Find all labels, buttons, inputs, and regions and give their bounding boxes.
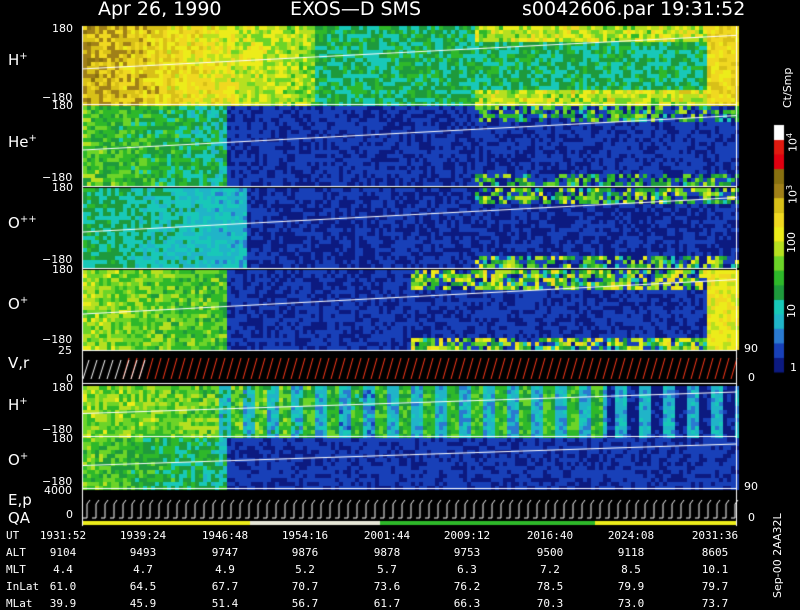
table-cell: 9493 <box>129 546 157 559</box>
table-cell: 9876 <box>291 546 319 559</box>
table-cell: 8605 <box>701 546 729 559</box>
colorbar-unit: Ct/Smp <box>781 67 794 108</box>
panel-label-vr: V,r <box>8 354 30 372</box>
table-cell: 79.9 <box>617 580 645 593</box>
tick-p1-top: 180 <box>52 22 73 35</box>
table-cell: 8.5 <box>621 563 641 576</box>
rtick-qa-0: 0 <box>748 511 755 524</box>
table-cell: 1954:16 <box>281 529 329 542</box>
table-cell: 61.0 <box>49 580 77 593</box>
table-cell: 4.7 <box>133 563 153 576</box>
tick-p7-bot: −180 <box>42 475 73 488</box>
table-cell: 1931:52 <box>39 529 87 542</box>
table-row-label: MLT <box>6 563 26 576</box>
table-cell: 5.7 <box>377 563 397 576</box>
table-cell: 9753 <box>453 546 481 559</box>
colorbar-label-100: 100 <box>785 232 798 253</box>
tick-p5-bot: 0 <box>66 372 73 385</box>
tick-p2-top: 180 <box>52 99 73 112</box>
panel-label-h-plus: H+ <box>8 51 28 69</box>
panel-label-h-plus-2: H+ <box>8 396 28 414</box>
colorbar-label-10: 10 <box>785 304 798 318</box>
table-cell: 79.7 <box>701 580 729 593</box>
tick-p3-bot: −180 <box>42 253 73 266</box>
tick-p6-bot: −180 <box>42 423 73 436</box>
header-date: Apr 26, 1990 <box>98 0 222 20</box>
table-cell: 5.2 <box>295 563 315 576</box>
table-cell: 9104 <box>49 546 77 559</box>
tick-p4-top: 180 <box>52 263 73 276</box>
header-time: 19:31:52 <box>660 0 746 20</box>
table-cell: 76.2 <box>453 580 481 593</box>
table-cell: 2024:08 <box>607 529 655 542</box>
table-cell: 2016:40 <box>526 529 574 542</box>
tick-p1-bot: −180 <box>42 91 73 104</box>
tick-p6-top: 180 <box>52 381 73 394</box>
table-cell: 6.3 <box>457 563 477 576</box>
tick-p7-top: 180 <box>52 432 73 445</box>
table-cell: 7.2 <box>540 563 560 576</box>
table-cell: 2009:12 <box>443 529 491 542</box>
panel-label-qa: QA <box>8 509 31 527</box>
table-row-label: UT <box>6 529 20 542</box>
panel-label-o-plusplus: O++ <box>8 214 37 232</box>
colorbar-label-1e4: 104 <box>785 132 800 152</box>
table-cell: 9747 <box>211 546 239 559</box>
tick-p3-top: 180 <box>52 181 73 194</box>
table-cell: 9878 <box>373 546 401 559</box>
tick-p2-bot: −180 <box>42 171 73 184</box>
rtick-vr-90: 90 <box>744 342 758 355</box>
panel-label-o-plus-2: O+ <box>8 451 29 469</box>
table-cell: 1946:48 <box>201 529 249 542</box>
header-file: s0042606.par <box>522 0 655 20</box>
table-cell: 78.5 <box>536 580 564 593</box>
table-cell: 70.7 <box>291 580 319 593</box>
table-cell: 9500 <box>536 546 564 559</box>
table-row-label: ALT <box>6 546 26 559</box>
tick-p8-bot: 0 <box>66 508 73 521</box>
table-cell: 73.6 <box>373 580 401 593</box>
panel-label-ep: E,p <box>8 491 32 509</box>
rtick-o-90: 90 <box>744 480 758 493</box>
footer-stamp: Sep-00 2AA32L <box>771 513 784 598</box>
panel-label-he-plus: He+ <box>8 133 37 151</box>
table-cell: 9118 <box>617 546 645 559</box>
table-cell: 2031:36 <box>691 529 739 542</box>
table-cell: 2001:44 <box>363 529 411 542</box>
table-cell: 4.4 <box>53 563 73 576</box>
tick-p5-top: 25 <box>58 344 72 357</box>
table-cell: 10.1 <box>701 563 729 576</box>
table-cell: 4.9 <box>215 563 235 576</box>
table-cell: 1939:24 <box>119 529 167 542</box>
table-cell: 64.5 <box>129 580 157 593</box>
table-cell: 67.7 <box>211 580 239 593</box>
colorbar-label-1e3: 103 <box>785 184 800 204</box>
colorbar-label-1: 1 <box>790 361 797 374</box>
tick-p8-top: 4000 <box>44 484 72 497</box>
rtick-vr-0: 0 <box>748 371 755 384</box>
header-instrument: EXOS—D SMS <box>290 0 422 20</box>
tick-p4-bot: −180 <box>42 333 73 346</box>
table-row-label: InLat <box>6 580 40 593</box>
panel-label-o-plus: O+ <box>8 295 29 313</box>
